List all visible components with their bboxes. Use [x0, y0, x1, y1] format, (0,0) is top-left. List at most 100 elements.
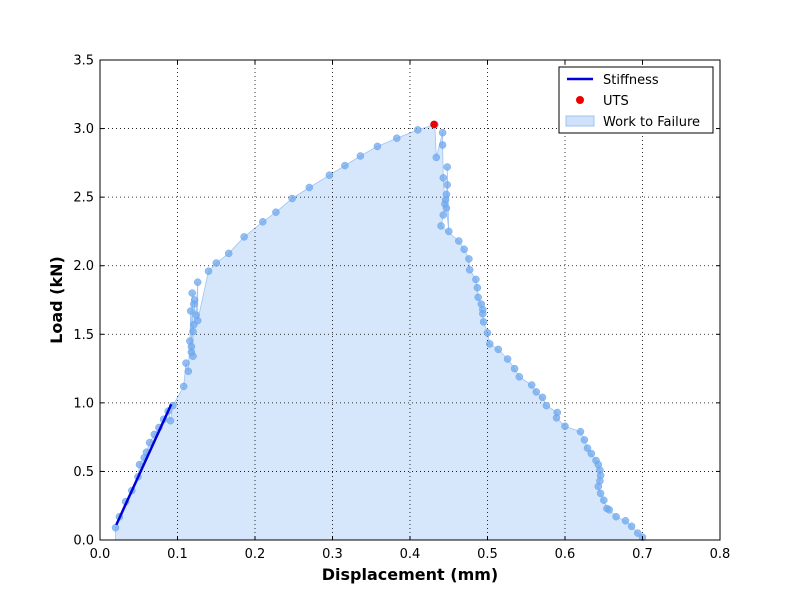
data-point	[479, 305, 487, 314]
data-point	[465, 255, 473, 263]
y-tick-label: 3.5	[73, 54, 94, 69]
data-point	[576, 427, 585, 436]
data-point	[182, 359, 190, 367]
data-point	[166, 416, 175, 425]
y-tick-label: 0.0	[73, 534, 94, 549]
data-point	[474, 293, 482, 302]
data-point	[439, 174, 448, 182]
data-point	[188, 289, 196, 297]
data-point	[596, 489, 605, 498]
data-point	[621, 517, 630, 525]
data-point	[479, 318, 488, 326]
data-point	[583, 444, 592, 452]
data-point	[259, 218, 267, 226]
data-point	[356, 152, 365, 160]
data-point	[510, 364, 519, 373]
x-tick-label: 0.8	[710, 547, 731, 562]
data-point	[305, 183, 314, 192]
data-point	[341, 161, 349, 170]
legend-stiffness-label: Stiffness	[603, 73, 659, 88]
x-tick-label: 0.5	[477, 547, 498, 562]
y-tick-label: 0.5	[73, 465, 94, 480]
data-point	[189, 352, 197, 360]
y-tick-label: 2.0	[73, 259, 94, 274]
data-point	[442, 204, 451, 212]
data-point	[373, 142, 382, 151]
data-point	[240, 233, 248, 241]
uts-point	[430, 120, 438, 129]
data-point	[612, 512, 620, 521]
data-point	[325, 171, 334, 179]
x-tick-label: 0.4	[400, 547, 421, 562]
stiffness-line-group	[115, 403, 173, 526]
data-point	[527, 381, 536, 389]
data-point	[193, 316, 202, 325]
data-point	[600, 496, 608, 504]
x-tick-label: 0.6	[555, 547, 576, 562]
data-point	[393, 134, 401, 142]
data-point	[186, 307, 195, 315]
y-axis-label: Load (kN)	[47, 256, 66, 344]
data-point	[503, 355, 512, 363]
data-point	[439, 211, 448, 219]
data-point	[580, 436, 589, 444]
data-point	[634, 529, 642, 537]
uts-point-group	[430, 120, 438, 129]
x-axis-label: Displacement (mm)	[322, 565, 498, 584]
x-tick-label: 0.1	[167, 547, 188, 562]
legend-uts-label: UTS	[603, 94, 629, 109]
data-point	[443, 181, 451, 189]
data-point	[542, 401, 551, 410]
data-point	[483, 329, 492, 337]
data-point	[190, 300, 198, 308]
data-point	[538, 393, 547, 402]
data-point	[472, 275, 480, 284]
data-point	[486, 340, 494, 348]
y-tick-label: 2.5	[73, 191, 94, 206]
legend-uts-swatch	[576, 96, 584, 104]
data-points	[111, 120, 647, 542]
data-point	[455, 237, 463, 245]
axis-ticks: 0.0 0.1 0.2 0.3 0.4 0.5 0.6 0.7 0.8 0.0 0.5 1.0 1.5 2…	[73, 54, 730, 563]
data-point	[465, 266, 474, 274]
data-point	[532, 388, 541, 396]
data-point	[605, 506, 613, 514]
data-point	[442, 190, 451, 199]
data-point	[189, 327, 197, 336]
data-point	[473, 283, 482, 292]
data-point	[438, 128, 447, 137]
data-point	[627, 522, 636, 531]
data-point	[552, 414, 561, 422]
stiffness-line	[115, 403, 173, 526]
y-tick-label: 1.0	[73, 396, 94, 411]
data-point	[272, 208, 280, 216]
data-point	[494, 345, 503, 354]
legend-work-to-failure-swatch	[565, 115, 595, 127]
x-tick-label: 0.0	[90, 547, 111, 562]
data-point	[204, 267, 213, 275]
data-point	[184, 367, 193, 376]
data-point	[561, 422, 569, 430]
y-tick-label: 1.5	[73, 328, 94, 343]
data-point	[432, 153, 441, 162]
legend-work-to-failure-label: Work to Failure	[603, 115, 700, 130]
data-point	[460, 245, 468, 254]
data-point	[212, 259, 221, 267]
legend: Stiffness UTS Work to Failure	[558, 66, 714, 134]
data-point	[224, 249, 233, 258]
data-point	[443, 163, 451, 171]
data-point	[515, 373, 524, 381]
data-point	[193, 278, 202, 286]
data-point	[414, 126, 422, 134]
x-tick-label: 0.7	[632, 547, 653, 562]
data-point	[587, 449, 596, 458]
data-point	[288, 194, 296, 203]
data-point	[437, 222, 445, 230]
y-tick-label: 3.0	[73, 122, 94, 137]
data-point	[179, 382, 188, 391]
data-point	[594, 482, 603, 491]
data-point	[111, 523, 120, 532]
x-tick-label: 0.3	[322, 547, 343, 562]
data-point	[438, 141, 447, 149]
